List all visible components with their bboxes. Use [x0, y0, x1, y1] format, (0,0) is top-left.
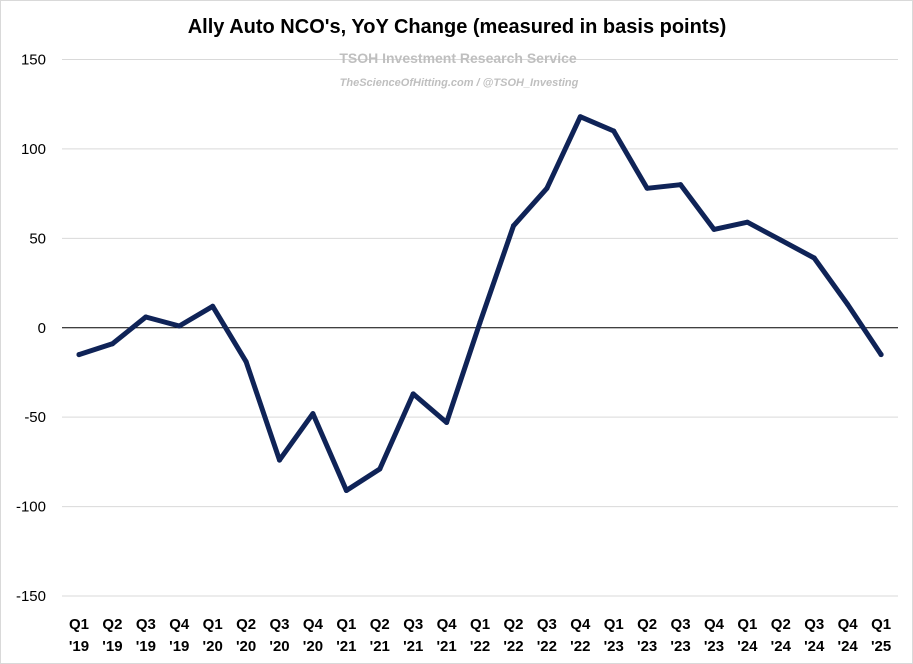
x-tick-label-year: '22: [537, 638, 557, 655]
x-tick-label-quarter: Q1: [737, 616, 757, 633]
x-tick-label-year: '20: [269, 638, 289, 655]
x-tick-label-year: '20: [203, 638, 223, 655]
x-tick-label-year: '25: [871, 638, 891, 655]
x-tick-label-quarter: Q3: [270, 616, 290, 633]
x-tick-label-year: '23: [604, 638, 624, 655]
x-tick-label-quarter: Q3: [804, 616, 824, 633]
x-tick-label-quarter: Q3: [537, 616, 557, 633]
x-tick-label-quarter: Q4: [437, 616, 458, 633]
x-tick-label-quarter: Q2: [503, 616, 523, 633]
x-tick-label-year: '24: [804, 638, 825, 655]
x-tick-label-quarter: Q1: [871, 616, 891, 633]
data-point: [143, 314, 149, 320]
y-tick-label: 100: [21, 141, 46, 158]
x-tick-label-year: '22: [503, 638, 523, 655]
data-point: [878, 352, 884, 358]
data-point: [76, 352, 82, 358]
x-tick-label-year: '19: [169, 638, 189, 655]
data-point: [778, 237, 784, 243]
x-tick-label-quarter: Q1: [470, 616, 490, 633]
data-point: [310, 411, 316, 417]
data-point: [611, 128, 617, 134]
series-line: [76, 114, 884, 493]
x-tick-label-year: '21: [403, 638, 423, 655]
data-point: [678, 182, 684, 188]
data-point: [176, 323, 182, 329]
x-tick-label-quarter: Q3: [403, 616, 423, 633]
x-tick-label-quarter: Q1: [604, 616, 624, 633]
data-point: [711, 226, 717, 232]
x-tick-label-quarter: Q3: [671, 616, 691, 633]
y-tick-label: -150: [16, 588, 46, 605]
x-tick-label-quarter: Q2: [102, 616, 122, 633]
data-point: [343, 487, 349, 493]
x-tick-label-quarter: Q2: [236, 616, 256, 633]
data-point: [744, 219, 750, 225]
x-tick-label-quarter: Q4: [704, 616, 725, 633]
watermark-website: TheScienceOfHitting.com / @TSOH_Investin…: [340, 77, 579, 89]
x-tick-label-year: '24: [771, 638, 792, 655]
data-point: [377, 466, 383, 472]
data-point: [577, 114, 583, 120]
y-tick-label: 0: [38, 320, 46, 337]
x-tick-label-year: '19: [102, 638, 122, 655]
data-point: [477, 319, 483, 325]
x-tick-label-year: '21: [370, 638, 390, 655]
x-tick-label-year: '24: [838, 638, 859, 655]
data-point: [210, 303, 216, 309]
y-tick-label: -100: [16, 499, 46, 516]
data-point: [410, 391, 416, 397]
x-tick-label-quarter: Q4: [570, 616, 591, 633]
data-point: [109, 341, 115, 347]
x-tick-label-year: '21: [436, 638, 456, 655]
x-tick-label-quarter: Q2: [771, 616, 791, 633]
x-tick-label-year: '22: [470, 638, 490, 655]
x-tick-label-year: '21: [336, 638, 356, 655]
x-axis-tick-labels: Q1 '19 Q2 '19 Q3 '19 Q4 '19 Q1 '20 Q2 '20 Q3 '20 Q4 '20…: [69, 616, 891, 655]
x-tick-label-year: '24: [737, 638, 758, 655]
x-tick-label-year: '19: [136, 638, 156, 655]
y-tick-label: 150: [21, 52, 46, 69]
x-tick-label-quarter: Q4: [169, 616, 190, 633]
data-point: [444, 420, 450, 426]
series-layer: [76, 114, 884, 493]
data-point: [243, 359, 249, 365]
watermark-service-name: TSOH Investment Research Service: [339, 50, 577, 66]
x-tick-label-year: '20: [303, 638, 323, 655]
chart-title: Ally Auto NCO's, YoY Change (measured in…: [188, 16, 727, 38]
x-tick-label-year: '23: [637, 638, 657, 655]
x-tick-label-year: '20: [236, 638, 256, 655]
data-point: [644, 185, 650, 191]
data-point: [811, 255, 817, 261]
y-tick-label: -50: [24, 409, 46, 426]
x-tick-label-quarter: Q3: [136, 616, 156, 633]
x-tick-label-year: '22: [570, 638, 590, 655]
x-tick-label-quarter: Q1: [203, 616, 223, 633]
x-tick-label-year: '19: [69, 638, 89, 655]
y-axis-tick-labels: 150 100 50 0 -50 -100 -150: [16, 52, 46, 606]
x-tick-label-year: '23: [670, 638, 690, 655]
x-tick-label-quarter: Q4: [838, 616, 859, 633]
data-point: [277, 457, 283, 463]
x-tick-label-quarter: Q1: [336, 616, 356, 633]
data-point: [845, 302, 851, 308]
data-point: [510, 223, 516, 229]
x-tick-label-quarter: Q2: [637, 616, 657, 633]
x-tick-label-quarter: Q4: [303, 616, 324, 633]
x-tick-label-quarter: Q2: [370, 616, 390, 633]
x-tick-label-year: '23: [704, 638, 724, 655]
x-tick-label-quarter: Q1: [69, 616, 89, 633]
gridlines: [62, 59, 898, 597]
y-tick-label: 50: [29, 230, 46, 247]
data-point: [544, 185, 550, 191]
